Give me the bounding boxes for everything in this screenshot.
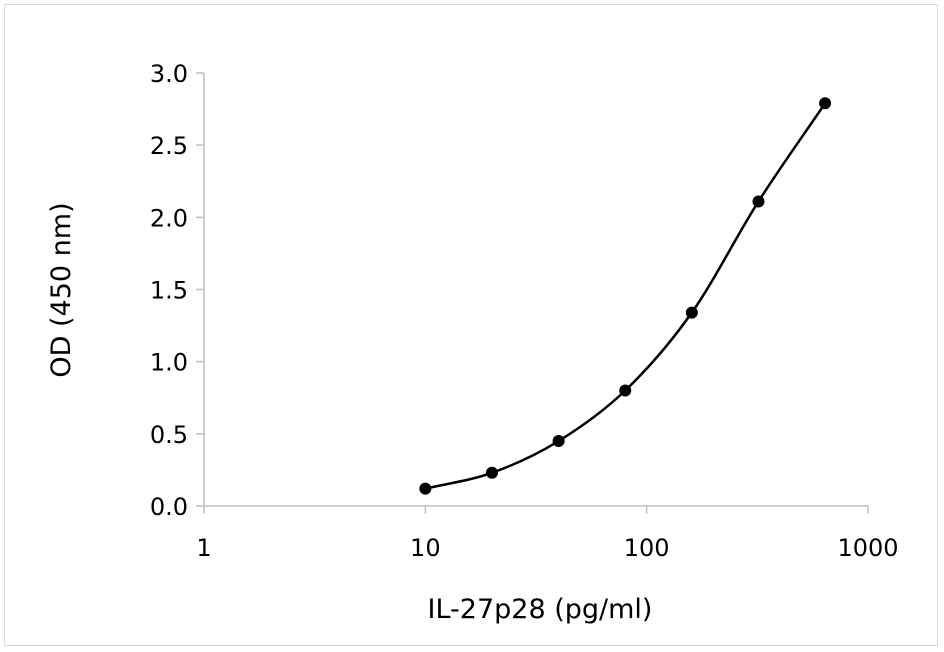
data-point: [685, 306, 698, 319]
y-tick-label: 0.5: [150, 421, 188, 449]
data-point: [619, 384, 632, 397]
y-tick-label: 1.5: [150, 277, 188, 305]
tick-labels: 0.0 0.5 1.0 1.5 2.0 2.5 3.0 1 10 100 1000: [150, 60, 899, 562]
x-tick-label: 100: [624, 534, 670, 562]
axes: [196, 72, 869, 514]
y-tick-label: 2.5: [150, 132, 188, 160]
data-point: [485, 466, 498, 479]
curve-line: [425, 102, 827, 490]
x-tick-label: 1: [196, 534, 211, 562]
data-point: [552, 435, 565, 448]
y-tick-label: 3.0: [150, 60, 188, 88]
data-points: [419, 97, 832, 495]
y-axis-title: OD (450 nm): [46, 202, 77, 377]
x-axis-title: IL-27p28 (pg/ml): [428, 594, 653, 625]
chart-frame: [4, 4, 938, 646]
x-tick-label: 10: [410, 534, 441, 562]
x-tick-label: 1000: [837, 534, 898, 562]
data-point: [752, 195, 765, 208]
fitted-curve: [425, 102, 827, 490]
data-point: [419, 482, 432, 495]
y-tick-label: 1.0: [150, 349, 188, 377]
data-point: [819, 97, 832, 110]
y-tick-label: 0.0: [150, 493, 188, 521]
y-tick-label: 2.0: [150, 204, 188, 232]
